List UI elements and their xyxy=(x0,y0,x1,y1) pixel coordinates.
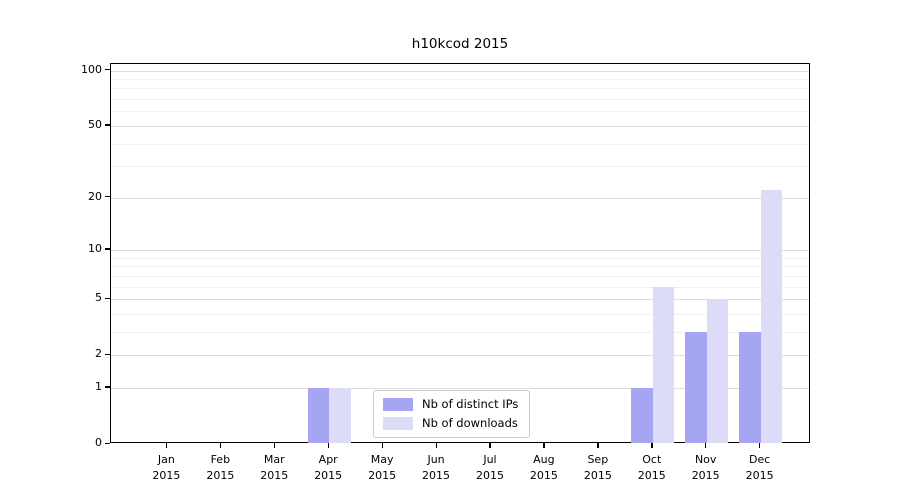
x-tick-mark xyxy=(597,443,599,448)
bar-downloads-nov xyxy=(706,299,729,443)
x-tick-label: Jun 2015 xyxy=(422,453,451,482)
bar-downloads-apr xyxy=(329,387,351,443)
x-tick-mark xyxy=(759,443,761,448)
x-tick-mark xyxy=(381,443,383,448)
chart-title: h10kcod 2015 xyxy=(411,36,509,52)
bar-distinct-ips-oct xyxy=(631,387,653,443)
legend-swatch-distinct-ips-icon xyxy=(383,397,413,411)
gridline-minor xyxy=(111,286,809,288)
legend-label-distinct-ips: Nb of distinct IPs xyxy=(422,397,519,411)
x-tick-label: Aug 2015 xyxy=(529,453,558,482)
y-tick-mark xyxy=(105,442,110,444)
gridline-major xyxy=(111,125,809,127)
gridline-major xyxy=(111,249,809,251)
gridline-minor xyxy=(111,275,809,277)
gridline-minor xyxy=(111,166,809,168)
legend-swatch-downloads-icon xyxy=(383,416,413,430)
x-tick-mark xyxy=(165,443,168,448)
y-tick-mark xyxy=(105,386,110,388)
gridline-minor xyxy=(111,257,809,259)
y-tick-mark xyxy=(105,69,110,71)
x-tick-mark xyxy=(489,443,491,448)
bar-downloads-oct xyxy=(652,286,675,443)
gridline-minor xyxy=(111,111,809,113)
x-tick-label: Jul 2015 xyxy=(475,453,504,482)
x-tick-label: Feb 2015 xyxy=(206,453,235,482)
legend-item-downloads: Nb of downloads xyxy=(383,416,518,430)
gridline-minor xyxy=(111,266,809,268)
gridline-minor xyxy=(111,313,809,315)
y-tick-label: 20 xyxy=(88,189,102,203)
x-tick-label: Sep 2015 xyxy=(583,453,612,482)
gridline-major xyxy=(111,299,809,301)
y-tick-label: 1 xyxy=(95,379,102,393)
x-tick-label: Nov 2015 xyxy=(691,453,720,482)
y-tick-label: 5 xyxy=(95,291,102,305)
x-tick-mark xyxy=(273,443,276,448)
x-tick-label: Dec 2015 xyxy=(745,453,774,482)
gridline-minor xyxy=(111,331,809,333)
y-tick-mark xyxy=(105,248,110,250)
bar-distinct-ips-nov xyxy=(685,331,707,443)
x-tick-mark xyxy=(219,443,222,448)
gridline-major xyxy=(111,197,809,199)
legend-label-downloads: Nb of downloads xyxy=(422,416,518,430)
x-tick-label: Oct 2015 xyxy=(637,453,666,482)
x-tick-label: Apr 2015 xyxy=(314,453,343,482)
x-tick-mark xyxy=(327,443,329,448)
x-tick-label: Mar 2015 xyxy=(260,453,289,482)
gridline-major xyxy=(111,387,809,389)
legend-item-distinct-ips: Nb of distinct IPs xyxy=(383,397,518,411)
x-tick-mark xyxy=(435,443,437,448)
y-tick-label: 2 xyxy=(95,347,102,361)
gridline-major xyxy=(111,355,809,357)
y-tick-label: 100 xyxy=(81,62,102,76)
y-tick-label: 50 xyxy=(88,117,102,131)
x-tick-mark xyxy=(651,443,653,448)
x-tick-mark xyxy=(543,443,545,448)
x-tick-label: May 2015 xyxy=(368,453,397,482)
y-tick-mark xyxy=(105,124,110,126)
x-tick-label: Jan 2015 xyxy=(152,453,181,482)
bar-downloads-dec xyxy=(760,190,783,443)
bar-distinct-ips-dec xyxy=(739,331,761,443)
plot-area: Nb of distinct IPs Nb of downloads xyxy=(110,63,810,443)
y-tick-mark xyxy=(105,353,110,355)
x-tick-mark xyxy=(705,443,707,448)
y-tick-mark xyxy=(105,297,110,299)
gridline-minor xyxy=(111,99,809,101)
bar-distinct-ips-apr xyxy=(307,387,330,443)
gridline-minor xyxy=(111,88,809,90)
y-tick-label: 0 xyxy=(95,436,102,449)
y-tick-mark xyxy=(105,196,110,198)
legend: Nb of distinct IPs Nb of downloads xyxy=(373,390,531,438)
gridline-minor xyxy=(111,143,809,145)
gridline-major xyxy=(111,70,809,72)
y-tick-label: 10 xyxy=(88,241,102,255)
gridline-minor xyxy=(111,79,809,81)
